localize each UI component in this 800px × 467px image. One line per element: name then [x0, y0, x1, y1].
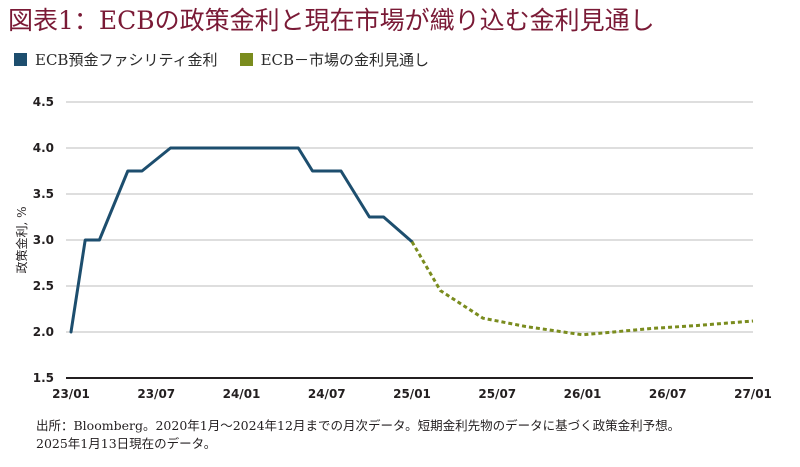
source-line-1: 出所：Bloomberg。2020年1月～2024年12月までの月次データ。短期… — [36, 418, 681, 433]
x-tick-label: 23/07 — [137, 387, 175, 401]
series-layer — [69, 146, 754, 337]
y-tick-label: 3.0 — [33, 233, 54, 247]
chart-title: 図表1：ECBの政策金利と現在市場が織り込む金利見通し — [8, 6, 655, 35]
x-tick-label: 24/01 — [223, 387, 261, 401]
series-line-market-forecast — [410, 241, 754, 337]
legend-label-market-forecast: ECB－市場の金利見通し — [260, 50, 430, 69]
y-tick-label: 3.5 — [33, 187, 54, 201]
series-line-deposit-rate — [69, 146, 414, 334]
legend-label-deposit-rate: ECB預金ファシリティ金利 — [35, 50, 218, 69]
grid-layer — [66, 101, 753, 333]
y-tick-label: 4.0 — [33, 141, 54, 155]
legend-item-deposit-rate: ECB預金ファシリティ金利 — [14, 49, 218, 70]
axis-layer: 1.5 2.0 2.5 3.0 3.5 4.0 4.5 23/01 23/07 24/01 24/0… — [33, 95, 772, 401]
y-tick-label: 2.0 — [33, 325, 54, 339]
y-tick-label: 1.5 — [33, 371, 54, 385]
source-note: 出所：Bloomberg。2020年1月～2024年12月までの月次データ。短期… — [36, 417, 792, 453]
x-tick-label: 25/01 — [393, 387, 431, 401]
source-line-2: 2025年1月13日現在のデータ。 — [36, 436, 217, 451]
legend-swatch-market-forecast — [239, 52, 253, 66]
x-tick-label: 26/01 — [564, 387, 602, 401]
legend-swatch-deposit-rate — [14, 52, 27, 66]
x-tick-label: 27/01 — [734, 387, 772, 401]
x-tick-label: 25/07 — [478, 387, 516, 401]
y-tick-label: 4.5 — [33, 95, 54, 109]
y-tick-label: 2.5 — [33, 279, 54, 293]
legend-item-market-forecast: ECB－市場の金利見通し — [239, 49, 430, 70]
x-tick-label: 26/07 — [649, 387, 687, 401]
y-axis-label: 政策金利, % — [14, 206, 29, 273]
x-tick-label: 23/01 — [52, 387, 90, 401]
chart-legend: ECB預金ファシリティ金利 ECB－市場の金利見通し — [14, 48, 451, 70]
x-tick-label: 24/07 — [308, 387, 346, 401]
